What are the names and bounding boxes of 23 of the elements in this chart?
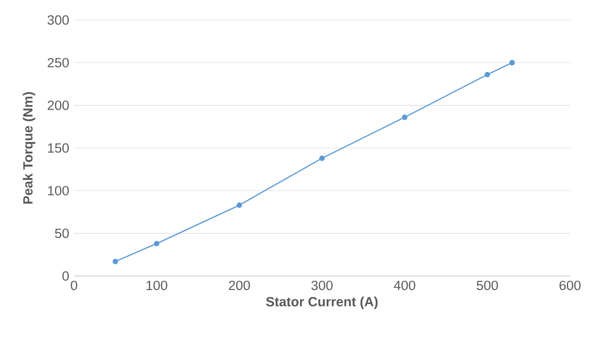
y-tick-label: 150 bbox=[48, 143, 69, 153]
point bbox=[154, 240, 160, 246]
point bbox=[509, 60, 515, 66]
x-tick-label: 400 bbox=[394, 280, 416, 290]
x-tick-label: 0 bbox=[70, 280, 78, 290]
y-tick-label: 0 bbox=[62, 271, 69, 281]
x-tick-label: 600 bbox=[560, 280, 581, 290]
point bbox=[484, 72, 490, 78]
x-tick-label: 300 bbox=[311, 280, 333, 290]
x-tick-label: 100 bbox=[146, 280, 168, 290]
point bbox=[236, 202, 242, 208]
y-tick-label: 250 bbox=[48, 58, 69, 68]
y-tick-label: 200 bbox=[48, 100, 69, 110]
point bbox=[319, 155, 325, 161]
y-tick-label: 50 bbox=[55, 228, 69, 238]
y-tick-label: 100 bbox=[48, 186, 69, 196]
point bbox=[402, 114, 408, 120]
y-tick-label: 300 bbox=[48, 15, 69, 25]
x-tick-label: 200 bbox=[228, 280, 250, 290]
x-axis-title: Stator Current (A) bbox=[266, 296, 378, 310]
point bbox=[112, 258, 118, 264]
y-axis-title: Peak Torque (Nm) bbox=[22, 92, 36, 204]
x-tick-label: 500 bbox=[476, 280, 498, 290]
